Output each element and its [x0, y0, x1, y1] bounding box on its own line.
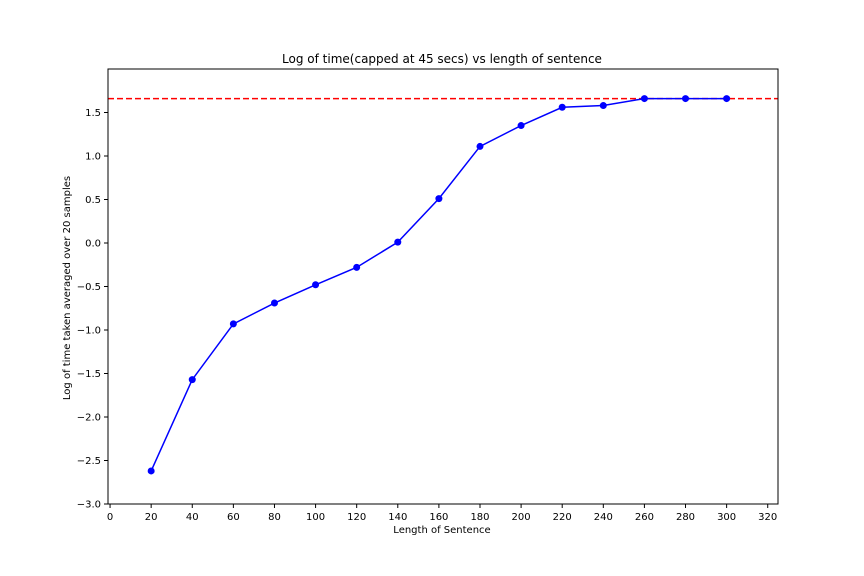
data-point	[270, 299, 278, 307]
x-tick-label: 140	[388, 512, 407, 523]
x-tick-label: 320	[758, 512, 777, 523]
plot-frame	[107, 68, 779, 505]
y-tick-label: −2.0	[77, 413, 101, 424]
x-tick-label: 100	[306, 512, 325, 523]
x-tick-label: 60	[227, 512, 240, 523]
data-point	[517, 122, 525, 130]
data-point	[353, 263, 361, 271]
x-tick-label: 220	[553, 512, 572, 523]
y-tick-label: 0.5	[85, 195, 101, 206]
data-point	[394, 238, 402, 246]
x-tick-label: 300	[717, 512, 736, 523]
y-tick-label: −3.0	[77, 500, 101, 511]
y-tick-label: −2.5	[77, 456, 101, 467]
x-tick-label: 260	[635, 512, 654, 523]
x-tick-label: 0	[107, 512, 113, 523]
y-tick-label: −1.0	[77, 326, 101, 337]
data-point	[147, 467, 155, 475]
x-tick-label: 20	[145, 512, 158, 523]
data-point	[558, 103, 566, 111]
data-point	[682, 95, 690, 103]
x-tick-label: 120	[347, 512, 366, 523]
x-axis-label: Length of Sentence	[393, 525, 490, 536]
data-point	[188, 376, 196, 384]
series-line	[150, 97, 727, 472]
y-tick-label: 1.0	[85, 152, 101, 163]
x-tick-label: 240	[594, 512, 613, 523]
x-tick-label: 280	[676, 512, 695, 523]
y-tick-label: 0.0	[85, 239, 101, 250]
data-point	[229, 320, 237, 328]
data-point	[599, 102, 607, 110]
y-tick-label: 1.5	[85, 108, 101, 119]
data-point	[435, 195, 443, 203]
x-tick-label: 80	[268, 512, 281, 523]
x-tick-label: 40	[186, 512, 199, 523]
data-point	[640, 95, 648, 103]
plot-area: 0 20 40 60 80 100 120 140 160 180 200 220 240 260 280 3…	[77, 68, 779, 523]
data-point	[312, 281, 320, 289]
x-tick-label: 180	[470, 512, 489, 523]
data-point	[476, 142, 484, 150]
x-tick-label: 160	[429, 512, 448, 523]
chart-title: Log of time(capped at 45 secs) vs length…	[282, 52, 602, 66]
y-tick-label: −0.5	[77, 282, 101, 293]
x-tick-label: 200	[512, 512, 531, 523]
data-point	[723, 95, 731, 103]
y-tick-label: −1.5	[77, 369, 101, 380]
y-axis-label: Log of time taken averaged over 20 sampl…	[62, 176, 73, 400]
